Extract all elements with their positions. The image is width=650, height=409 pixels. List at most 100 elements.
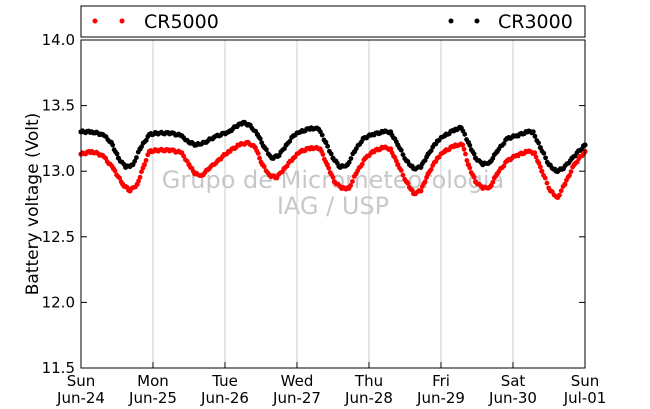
data-point-interp — [543, 155, 548, 161]
data-point-interp — [296, 150, 302, 156]
data-point-interp — [251, 142, 256, 148]
data-point-interp — [503, 159, 508, 165]
data-point-interp — [544, 159, 550, 165]
data-point-interp — [471, 174, 477, 180]
data-point-interp — [424, 175, 429, 180]
plot-frame — [80, 39, 586, 369]
data-point-interp — [567, 173, 572, 178]
x-tick-label-day: Sun — [67, 372, 96, 390]
data-point-interp — [559, 167, 565, 172]
data-point-interp — [416, 164, 422, 170]
data-point-interp — [478, 183, 484, 189]
data-point-interp — [260, 143, 266, 149]
legend-box — [80, 5, 586, 38]
data-point-interp — [478, 160, 484, 165]
data-point-interp — [350, 179, 355, 184]
data-point-interp — [184, 137, 190, 143]
data-point-interp — [184, 158, 190, 164]
series-cr3000 — [78, 119, 588, 175]
data-point-interp — [409, 163, 415, 169]
data-point-interp — [428, 167, 434, 172]
data-point-interp — [490, 155, 496, 161]
data-point-interp — [542, 175, 548, 181]
x-tick-label-date: Jun-29 — [416, 389, 465, 407]
data-point-interp — [402, 176, 408, 182]
legend-marker-cr5000-1 — [92, 18, 98, 24]
legend: CR5000 CR3000 — [80, 5, 586, 38]
data-point-interp — [264, 147, 269, 153]
data-point-interp — [135, 149, 141, 155]
data-point-interp — [136, 178, 142, 184]
data-point-interp — [177, 150, 183, 155]
data-point-interp — [568, 169, 574, 174]
y-tick-label: 11.5 — [42, 359, 75, 377]
data-point-interp — [433, 159, 439, 164]
series-cr5000 — [78, 139, 588, 201]
data-point-interp — [359, 161, 365, 167]
legend-marker-cr5000-2 — [119, 18, 125, 24]
data-point-interp — [253, 128, 258, 134]
data-point — [539, 168, 545, 174]
legend-marker-cr3000-1 — [448, 18, 454, 24]
data-point-interp — [541, 150, 547, 156]
data-point-interp — [536, 140, 541, 146]
legend-label-cr5000: CR5000 — [144, 11, 219, 33]
data-point-interp — [501, 141, 507, 147]
data-point-interp — [114, 151, 120, 157]
data-point-interp — [402, 156, 408, 161]
y-tick-label: 14.0 — [42, 31, 75, 49]
data-point-interp — [213, 160, 219, 166]
y-tick-label: 12.5 — [42, 228, 75, 246]
data-point-interp — [257, 136, 263, 142]
data-point-interp — [145, 134, 151, 139]
x-tick-label-date: Jun-25 — [128, 389, 177, 407]
data-point-interp — [386, 147, 392, 153]
data-point-interp — [181, 153, 187, 159]
data-point-interp — [296, 130, 302, 136]
x-tick-label-day: Sun — [571, 372, 600, 390]
data-point-interp — [143, 157, 149, 163]
data-point-interp — [246, 121, 252, 127]
data-point-interp — [457, 124, 463, 130]
data-point-interp — [145, 152, 151, 158]
data-point-interp — [243, 140, 249, 145]
data-point-interp — [210, 136, 216, 142]
data-point-interp — [359, 139, 364, 145]
data-point-interp — [323, 159, 329, 165]
watermark: Grupo de Micrometeorologia IAG / USP — [162, 166, 504, 220]
data-point-interp — [289, 158, 295, 164]
data-point-interp — [463, 151, 468, 157]
data-point-interp — [558, 188, 564, 194]
data-point-interp — [361, 157, 367, 163]
watermark-line-2: IAG / USP — [277, 192, 389, 220]
data-point-interp — [255, 150, 261, 156]
data-point-interp — [275, 154, 280, 160]
data-point-interp — [267, 153, 273, 159]
data-point-interp — [393, 158, 399, 164]
x-tick-label-day: Thu — [354, 372, 383, 390]
data-point-interp — [422, 179, 428, 185]
data-point-interp — [493, 173, 499, 179]
data-point-interp — [326, 165, 332, 171]
data-point-interp — [350, 151, 356, 157]
data-point-interp — [467, 165, 473, 171]
data-point-interp — [129, 162, 134, 168]
data-point-interp — [110, 142, 116, 148]
data-point-interp — [257, 155, 262, 161]
y-axis: 11.5 12.0 12.5 13.0 13.5 14.0 — [42, 31, 585, 377]
data-point-interp — [532, 133, 538, 139]
data-point-interp — [553, 194, 559, 199]
legend-label-cr3000: CR3000 — [498, 11, 573, 33]
x-tick-label-date: Jun-28 — [344, 389, 393, 407]
data-point-interp — [273, 175, 278, 181]
y-axis-label: Battery voltage (Volt) — [23, 113, 43, 296]
data-point-interp — [570, 164, 576, 170]
data-point-interp — [544, 180, 550, 186]
data-point-interp — [319, 132, 325, 138]
series-points — [78, 119, 588, 201]
legend-marker-cr3000-2 — [474, 18, 480, 24]
data-point-interp — [557, 192, 562, 198]
y-tick-label: 13.0 — [42, 162, 75, 180]
data-point-interp — [533, 154, 539, 160]
data-point-interp — [261, 164, 267, 170]
